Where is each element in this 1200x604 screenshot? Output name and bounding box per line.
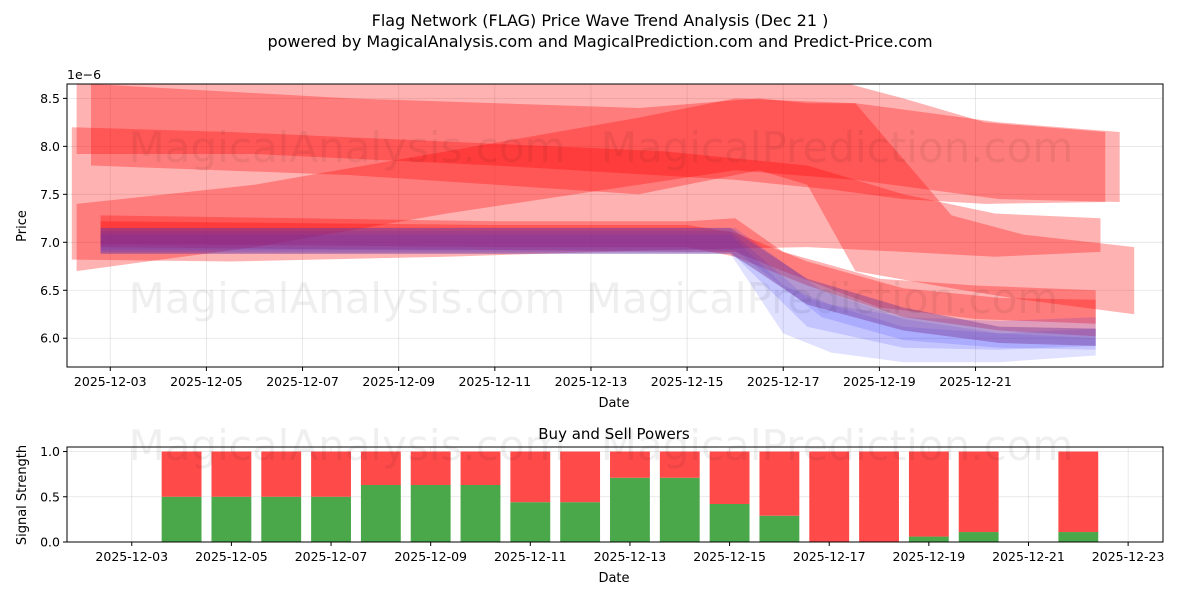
top-x-tick-label: 2025-12-19 — [843, 374, 916, 389]
blue-trend-band — [100, 227, 1096, 350]
watermark-mid-left: MagicalAnalysis.com — [129, 274, 566, 323]
blue-trend-band — [100, 230, 1096, 350]
top-x-tick-label: 2025-12-03 — [74, 374, 147, 389]
top-x-tick-label: 2025-12-13 — [555, 374, 628, 389]
figure-subtitle: powered by MagicalAnalysis.com and Magic… — [267, 32, 932, 51]
top-y-offset-label: 1e−6 — [67, 67, 101, 82]
top-x-tick-label: 2025-12-21 — [939, 374, 1012, 389]
buy-power-bar — [560, 502, 601, 542]
buy-power-bar — [510, 502, 551, 542]
sell-power-bar — [410, 451, 451, 485]
figure-title: Flag Network (FLAG) Price Wave Trend Ana… — [372, 11, 829, 30]
bottom-x-tick-label: 2025-12-11 — [494, 549, 567, 564]
bottom-chart-frame — [66, 446, 1164, 543]
bottom-x-tick-label: 2025-12-19 — [893, 549, 966, 564]
top-chart-grid — [67, 84, 1163, 367]
bottom-chart-bars — [161, 451, 1099, 542]
sell-power-bar — [809, 451, 850, 542]
buy-power-bar — [161, 496, 202, 542]
bottom-y-tick-label: 1.0 — [40, 444, 60, 459]
buy-power-bar — [1058, 532, 1099, 542]
watermark-bottom-right: MagicalPrediction.com — [601, 421, 1074, 470]
top-x-tick-label: 2025-12-15 — [651, 374, 724, 389]
buy-power-bar — [759, 515, 800, 542]
sell-power-bar — [759, 451, 800, 516]
red-trend-band — [76, 84, 1106, 204]
sell-power-bar — [161, 451, 202, 497]
top-x-tick-label: 2025-12-11 — [458, 374, 531, 389]
red-trend-band — [91, 84, 1135, 315]
blue-trend-band — [100, 234, 1096, 363]
top-chart-axes: 2025-12-03 2025-12-05 2025-12-07 2025-12-09… — [40, 91, 1012, 389]
sell-power-bar — [610, 451, 650, 478]
red-trend-band — [100, 215, 1096, 324]
buy-power-bar — [410, 485, 451, 542]
top-chart-bands — [71, 84, 1135, 363]
top-x-tick-label: 2025-12-05 — [170, 374, 243, 389]
bottom-chart-title: Buy and Sell Powers — [538, 425, 690, 443]
top-y-tick-label: 6.0 — [40, 331, 60, 346]
watermark-mid-right: MagicalPrediction.com — [586, 274, 1059, 323]
bottom-y-tick-label: 0.5 — [40, 489, 60, 504]
sell-power-bar — [859, 451, 899, 542]
red-trend-band — [100, 221, 1096, 337]
bottom-x-axis-label: Date — [598, 571, 629, 586]
sell-power-bar — [560, 451, 601, 503]
sell-power-bar — [360, 451, 401, 485]
bottom-x-tick-label: 2025-12-05 — [195, 549, 268, 564]
watermark-top-left: MagicalAnalysis.com — [129, 123, 566, 172]
buy-power-bar — [211, 496, 252, 542]
sell-power-bar — [311, 451, 351, 497]
bottom-x-tick-label: 2025-12-03 — [95, 549, 168, 564]
bottom-y-tick-label: 0.0 — [40, 535, 60, 550]
buy-power-bar — [659, 477, 700, 542]
top-y-tick-label: 7.5 — [40, 187, 60, 202]
sell-power-bar — [1058, 451, 1099, 533]
bottom-chart-axes: 2025-12-03 2025-12-05 2025-12-07 2025-12-09… — [40, 444, 1164, 564]
bottom-x-tick-label: 2025-12-09 — [394, 549, 467, 564]
buy-power-bar — [709, 504, 750, 542]
watermark-top-right: MagicalPrediction.com — [601, 123, 1074, 172]
sell-power-bar — [659, 451, 700, 478]
top-y-axis-label: Price — [15, 210, 30, 242]
sell-power-bar — [908, 451, 949, 537]
top-x-tick-label: 2025-12-17 — [747, 374, 820, 389]
buy-power-bar — [261, 496, 302, 542]
top-x-tick-label: 2025-12-07 — [266, 374, 339, 389]
bottom-y-axis-label: Signal Strength — [15, 445, 30, 545]
bottom-x-tick-label: 2025-12-23 — [1092, 549, 1165, 564]
bottom-x-tick-label: 2025-12-13 — [594, 549, 667, 564]
sell-power-bar — [211, 451, 252, 497]
sell-power-bar — [709, 451, 750, 504]
red-trend-band — [76, 98, 1120, 272]
top-x-axis-label: Date — [598, 396, 629, 411]
sell-power-bar — [958, 451, 999, 533]
core-trend-band — [100, 227, 1096, 346]
buy-power-bar — [610, 477, 650, 542]
top-chart-frame — [66, 83, 1164, 368]
sell-power-bar — [261, 451, 302, 497]
bottom-x-tick-label: 2025-12-15 — [693, 549, 766, 564]
buy-power-bar — [958, 532, 999, 542]
sell-power-bar — [460, 451, 501, 485]
buy-power-bar — [908, 536, 949, 542]
red-trend-band — [71, 127, 1101, 262]
top-y-tick-label: 6.5 — [40, 283, 60, 298]
buy-power-bar — [460, 485, 501, 542]
bottom-x-tick-label: 2025-12-07 — [295, 549, 368, 564]
top-y-tick-label: 8.0 — [40, 139, 60, 154]
buy-power-bar — [360, 485, 401, 542]
top-y-tick-label: 8.5 — [40, 91, 60, 106]
top-y-tick-label: 7.0 — [40, 235, 60, 250]
bottom-x-tick-label: 2025-12-17 — [793, 549, 866, 564]
buy-power-bar — [311, 496, 351, 542]
top-x-tick-label: 2025-12-09 — [362, 374, 435, 389]
watermark-bottom-left: MagicalAnalysis.com — [129, 421, 566, 470]
bottom-x-tick-label: 2025-12-21 — [992, 549, 1065, 564]
sell-power-bar — [510, 451, 551, 503]
